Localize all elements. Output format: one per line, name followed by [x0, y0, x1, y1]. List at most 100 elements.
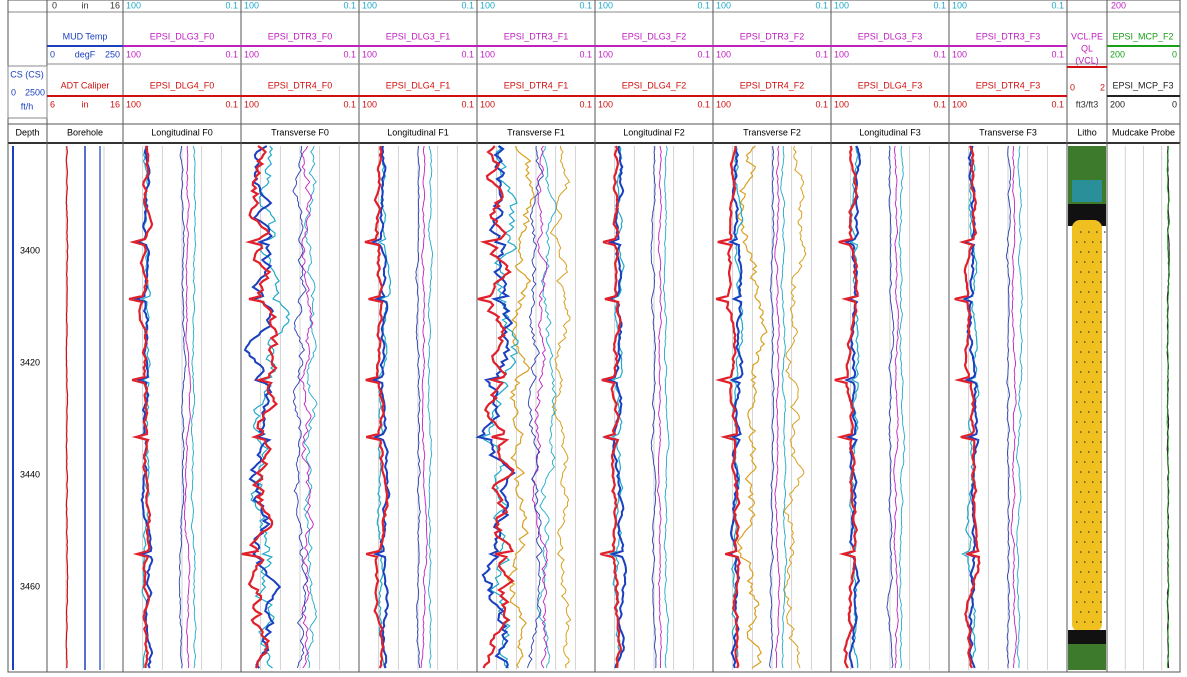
litho-dot: [1104, 251, 1106, 253]
depth-label: 3460: [20, 581, 40, 591]
litho-dot: [1092, 541, 1094, 543]
track-title: Borehole: [67, 127, 103, 137]
litho-dot: [1084, 541, 1086, 543]
litho-dot: [1104, 431, 1106, 433]
label: 200: [1110, 99, 1125, 109]
label: 0.1: [579, 99, 592, 109]
label: 200: [1110, 49, 1125, 59]
label: 100: [480, 49, 495, 59]
label: 0.1: [461, 0, 474, 10]
label: degF: [75, 49, 96, 59]
litho-dot: [1100, 441, 1102, 443]
label: ft3/ft3: [1076, 99, 1099, 109]
litho-dot: [1076, 421, 1078, 423]
litho-dot: [1088, 411, 1090, 413]
litho-dot: [1096, 391, 1098, 393]
litho-dot: [1076, 361, 1078, 363]
label: EPSI_DTR3_F2: [740, 31, 805, 41]
label: EPSI_DLG4_F2: [622, 80, 687, 90]
litho-dot: [1096, 471, 1098, 473]
litho-dot: [1084, 461, 1086, 463]
litho-dot: [1092, 561, 1094, 563]
label: in: [81, 99, 88, 109]
litho-dot: [1084, 261, 1086, 263]
litho-dot: [1104, 271, 1106, 273]
label: VCL.PE: [1071, 31, 1103, 41]
litho-boundary: [1068, 630, 1106, 644]
label: 100: [362, 99, 377, 109]
litho-dot: [1092, 421, 1094, 423]
litho-dot: [1088, 291, 1090, 293]
litho-dot: [1092, 401, 1094, 403]
litho-dot: [1104, 411, 1106, 413]
track-title: Longitudinal F0: [151, 127, 213, 137]
label: 0.1: [697, 0, 710, 10]
track-title: Mudcake Probe: [1112, 127, 1175, 137]
litho-dot: [1100, 361, 1102, 363]
litho-dot: [1088, 471, 1090, 473]
litho-dot: [1076, 301, 1078, 303]
litho-dot: [1080, 331, 1082, 333]
litho-dot: [1084, 361, 1086, 363]
litho-dot: [1104, 231, 1106, 233]
litho-dot: [1092, 521, 1094, 523]
label: EPSI_DLG4_F1: [386, 80, 451, 90]
label: 0: [1172, 99, 1177, 109]
litho-dot: [1096, 611, 1098, 613]
label: EPSI_DLG3_F2: [622, 31, 687, 41]
litho-dot: [1084, 521, 1086, 523]
litho-dot: [1088, 311, 1090, 313]
depth-label: 3400: [20, 245, 40, 255]
label: 16: [110, 0, 120, 10]
litho-dot: [1080, 371, 1082, 373]
litho-dot: [1088, 611, 1090, 613]
litho-dot: [1092, 261, 1094, 263]
label: 100: [126, 0, 141, 10]
litho-dot: [1084, 561, 1086, 563]
label: EPSI_DTR4_F1: [504, 80, 569, 90]
litho-dot: [1080, 311, 1082, 313]
label: 100: [952, 49, 967, 59]
litho-dot: [1076, 501, 1078, 503]
background: [0, 0, 1187, 677]
litho-dot: [1104, 551, 1106, 553]
litho-dot: [1076, 481, 1078, 483]
depth-label: 3420: [20, 357, 40, 367]
litho-dot: [1104, 531, 1106, 533]
litho-dot: [1076, 381, 1078, 383]
litho-dot: [1100, 261, 1102, 263]
litho-dot: [1076, 441, 1078, 443]
label: MUD Temp: [63, 31, 108, 41]
label: 0.1: [579, 0, 592, 10]
track-title: Depth: [15, 127, 39, 137]
litho-dot: [1088, 391, 1090, 393]
litho-dot: [1100, 541, 1102, 543]
label: 100: [598, 99, 613, 109]
label: 0: [1172, 49, 1177, 59]
label: 0.1: [461, 49, 474, 59]
label: 100: [716, 49, 731, 59]
litho-dot: [1104, 591, 1106, 593]
label: 100: [598, 49, 613, 59]
label: 0.1: [225, 0, 238, 10]
litho-dot: [1092, 581, 1094, 583]
litho-dot: [1092, 341, 1094, 343]
label: in: [81, 0, 88, 10]
litho-dot: [1092, 361, 1094, 363]
track-title: Transverse F1: [507, 127, 565, 137]
litho-dot: [1096, 331, 1098, 333]
litho-dot: [1088, 271, 1090, 273]
label: EPSI_DTR4_F3: [976, 80, 1041, 90]
litho-dot: [1100, 521, 1102, 523]
litho-dot: [1088, 331, 1090, 333]
litho-dot: [1096, 591, 1098, 593]
litho-dot: [1104, 291, 1106, 293]
litho-dot: [1096, 451, 1098, 453]
label: ft/h: [21, 101, 34, 111]
litho-dot: [1088, 551, 1090, 553]
litho-dot: [1080, 411, 1082, 413]
litho-dot: [1100, 561, 1102, 563]
litho-dot: [1080, 271, 1082, 273]
label: EPSI_DLG4_F0: [150, 80, 215, 90]
litho-dot: [1084, 441, 1086, 443]
